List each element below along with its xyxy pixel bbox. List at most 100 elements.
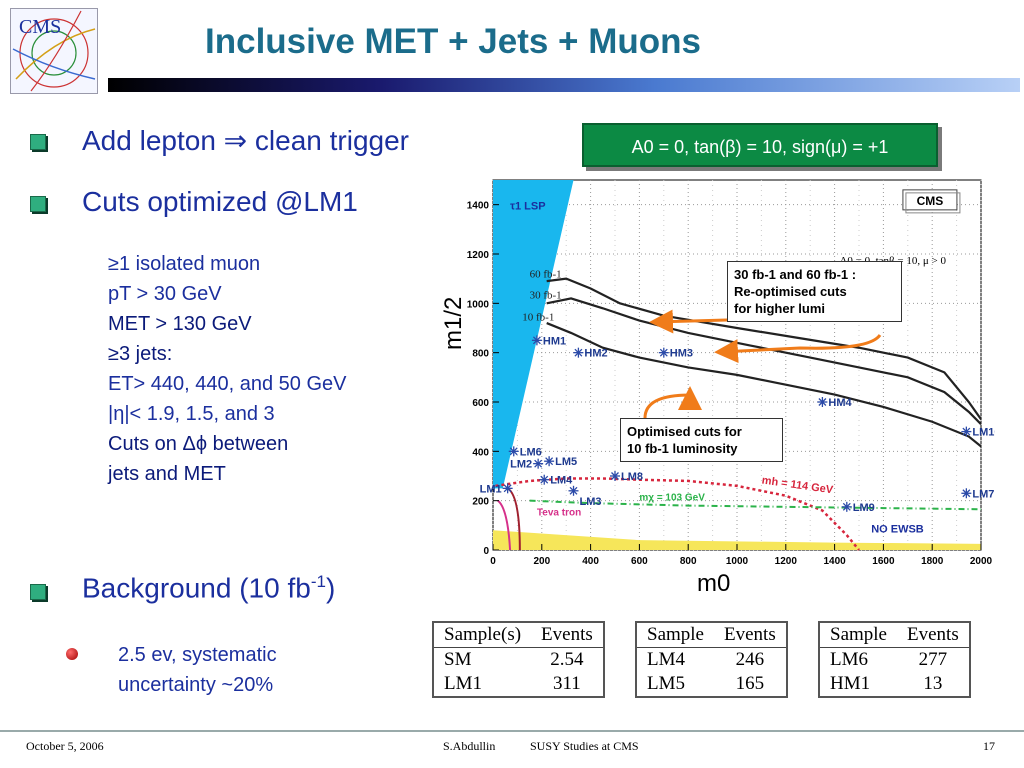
benchmark-point-lm4: LM4: [539, 474, 573, 487]
point-label: LM5: [555, 456, 577, 468]
y-tick-label: 400: [472, 447, 489, 458]
tevatron-label: Teva tron: [537, 507, 581, 518]
bullet-background-sup: -1: [310, 572, 326, 591]
benchmark-point-lm7: LM7: [961, 488, 994, 500]
table-cell: LM1: [444, 673, 482, 694]
footer-author: S.Abdullin: [443, 739, 496, 753]
logo-text: CMS: [19, 16, 61, 38]
point-label: HM1: [543, 335, 566, 347]
benchmark-point-hm1: HM1: [531, 335, 566, 347]
x-axis-title: m0: [697, 570, 731, 597]
cut-item: ≥1 isolated muon: [108, 253, 261, 275]
table-header: Sample(s): [434, 623, 532, 648]
benchmark-point-hm4: HM4: [817, 397, 853, 409]
cut-item: ET> 440, 440, and 50 GeV: [108, 373, 347, 395]
annotation-line: Optimised cuts for: [627, 424, 742, 439]
tevatron-curve: [497, 499, 512, 551]
series-line-3: [495, 477, 860, 551]
table-cell: 277: [918, 649, 948, 670]
point-label: LM6: [520, 446, 542, 458]
annotation-line: Re-optimised cuts: [734, 284, 847, 299]
curve-label: 10 fb-1: [522, 312, 554, 324]
mchi-label: mχ = 103 GeV: [639, 493, 705, 504]
table-header: Events: [531, 623, 603, 648]
x-tick-label: 0: [490, 556, 496, 567]
benchmark-point-lm1: LM1: [480, 483, 513, 495]
curve-label: 60 fb-1: [530, 268, 562, 280]
cut-item: jets and MET: [108, 463, 226, 485]
cut-item: |η|< 1.9, 1.5, and 3: [108, 403, 275, 425]
y-axis-label: m1/2: [440, 296, 467, 350]
lsp-region: [493, 180, 574, 489]
bullet-background-tail: ): [325, 572, 336, 604]
table-cell: SM: [444, 649, 472, 670]
cut-item: ≥3 jets:: [108, 343, 173, 365]
y-tick-label: 1200: [467, 250, 490, 261]
bullet-background: Background (10 fb-1): [82, 572, 335, 604]
y-tick-label: 600: [472, 398, 489, 409]
table-header: Events: [897, 623, 969, 648]
point-label: LM9: [853, 502, 875, 514]
footer-page-number: 17: [983, 739, 995, 753]
point-label: LM8: [621, 471, 643, 483]
table-cell: LM4: [647, 649, 685, 670]
benchmark-points: LM1 LM2 LM3 LM4 LM5 LM6 LM7 LM8 LM9 LM10 HM1 HM2 HM3…: [480, 335, 995, 514]
excluded-band: [493, 530, 981, 550]
y-tick-label: 0: [483, 546, 489, 557]
table-cell: LM5: [647, 673, 685, 694]
slide-title: Inclusive MET + Jets + Muons: [205, 22, 701, 61]
no-ewsb-label: NO EWSB: [871, 524, 924, 536]
point-label: HM2: [584, 348, 607, 360]
footer-date: October 5, 2006: [26, 739, 104, 753]
table-cell: 165: [735, 673, 765, 694]
table-header: Events: [714, 623, 786, 648]
arrow-to-10fb: [643, 386, 702, 419]
cms-logo: CMS: [10, 8, 98, 94]
benchmark-point-lm3: LM3: [568, 485, 602, 508]
grid: [492, 180, 982, 551]
point-label: LM3: [580, 496, 602, 508]
x-tick-label: 1800: [921, 556, 944, 567]
annotation-arrows: [643, 309, 882, 419]
bullet-square-icon: [30, 196, 46, 212]
background-note: 2.5 ev, systematic uncertainty ~20%: [118, 640, 277, 700]
x-tick-label: 1400: [823, 556, 846, 567]
y-tick-label: 1000: [467, 299, 490, 310]
lsp-label: τ1 LSP: [510, 201, 545, 213]
optimised-10fb-annotation: Optimised cuts for 10 fb-1 luminosity: [620, 418, 783, 462]
x-tick-label: 400: [582, 556, 599, 567]
x-tick-label: 800: [680, 556, 697, 567]
arrow-to-30fb: [714, 334, 882, 364]
bullet-cuts-optimized: Cuts optimized @LM1: [82, 186, 358, 217]
x-tick-label: 600: [631, 556, 648, 567]
table-header: Sample: [637, 623, 714, 648]
title-underline-bar: [108, 78, 1020, 92]
table-cell: 13: [923, 673, 943, 694]
table-header: Sample: [820, 623, 897, 648]
series-line-2: [546, 322, 982, 448]
benchmark-point-lm10: LM10: [961, 426, 995, 439]
point-label: HM3: [670, 348, 693, 360]
series-line-1: [546, 297, 982, 425]
bullet-square-icon: [30, 584, 46, 600]
benchmark-point-lm6: LM6: [508, 446, 542, 458]
arrow-to-60fb: [649, 309, 728, 334]
background-note-line: uncertainty ~20%: [118, 674, 274, 696]
benchmark-point-hm2: HM2: [573, 347, 608, 360]
point-label: LM4: [550, 475, 573, 487]
background-note-line: 2.5 ev, systematic: [118, 644, 277, 666]
benchmark-point-lm2: LM2: [510, 458, 544, 471]
y-axis-title: m1/2: [440, 297, 468, 350]
reoptimised-annotation: 30 fb-1 and 60 fb-1 : Re-optimised cuts …: [727, 261, 902, 322]
x-tick-label: 1600: [872, 556, 895, 567]
cut-item: Cuts on Δϕ between: [108, 433, 289, 455]
exclusion-chart: LM1 LM2 LM3 LM4 LM5 LM6 LM7 LM8 LM9 LM10 HM1 HM2 HM3…: [467, 179, 995, 567]
series-lines: [495, 277, 982, 551]
round-bullet-icon: [66, 648, 78, 660]
y-tick-label: 200: [472, 497, 489, 508]
x-tick-label: 1200: [775, 556, 798, 567]
parameter-box: A0 = 0, tan(β) = 10, sign(μ) = +1: [582, 123, 938, 167]
x-tick-label: 1000: [726, 556, 749, 567]
cms-badge-text: CMS: [917, 194, 944, 208]
point-label: LM1: [480, 483, 502, 495]
